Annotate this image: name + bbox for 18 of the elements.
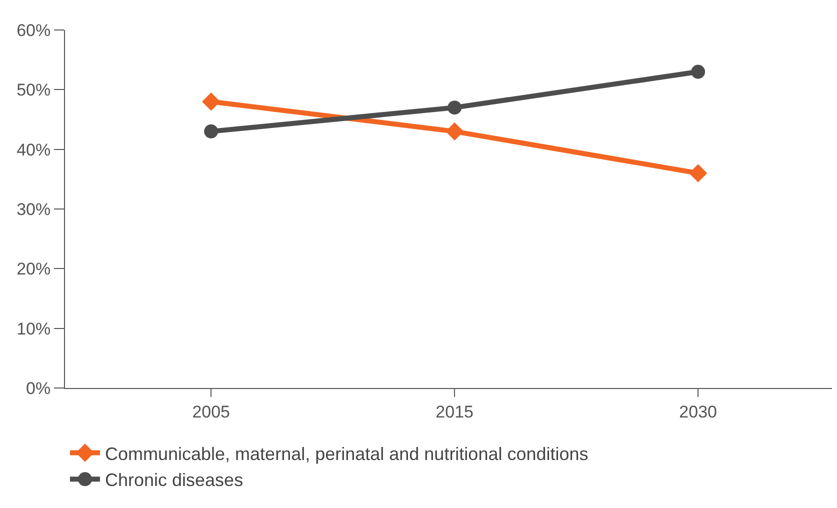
x-tick-label: 2005 [192, 402, 230, 422]
legend-label: Chronic diseases [105, 470, 244, 490]
point [448, 100, 462, 115]
x-tick-label: 2015 [436, 402, 474, 422]
point [691, 64, 706, 79]
y-tick-label: 60% [16, 20, 51, 40]
y-tick-label: 10% [16, 319, 51, 338]
point [204, 124, 218, 138]
y-tick-label: 40% [16, 140, 51, 160]
y-tick-label: 30% [16, 200, 51, 219]
point [202, 92, 220, 111]
y-tick-label: 50% [16, 80, 51, 100]
point [445, 122, 464, 141]
legend-label: Communicable, maternal, perinatal and nutritional conditions [105, 444, 588, 464]
x-tick-label: 2030 [679, 402, 717, 422]
y-tick-label: 0% [26, 378, 51, 398]
y-tick-label: 20% [16, 260, 51, 279]
point [688, 164, 708, 182]
